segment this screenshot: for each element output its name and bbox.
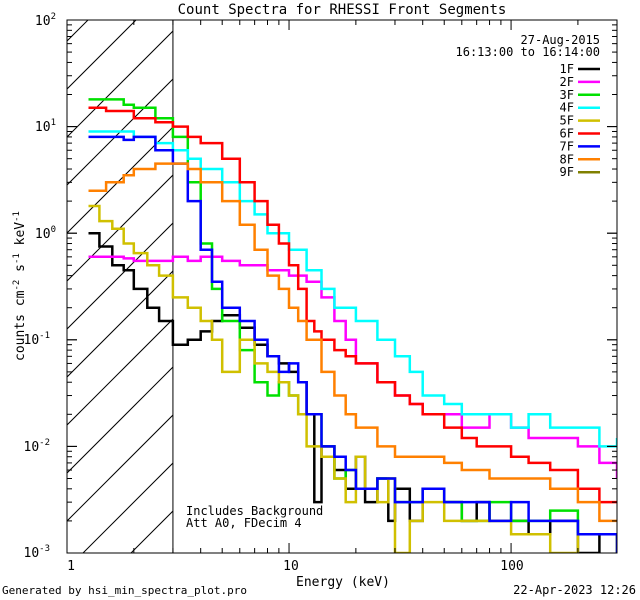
- timestamp-label: 22-Apr-2023 12:26: [513, 583, 636, 597]
- legend-label-1F: 1F: [560, 62, 574, 76]
- series-4F: [88, 130, 617, 448]
- time-range-label: 16:13:00 to 16:14:00: [456, 45, 601, 59]
- hatch-stripe: [67, 222, 173, 330]
- hatch-stripe: [67, 174, 173, 282]
- x-tick-label-10: 10: [283, 559, 299, 574]
- hatch-stripe: [67, 414, 173, 522]
- legend-label-3F: 3F: [560, 88, 574, 102]
- legend-label-9F: 9F: [560, 165, 574, 179]
- legend-label-5F: 5F: [560, 114, 574, 128]
- hatch-stripe: [67, 20, 137, 90]
- legend-label-2F: 2F: [560, 75, 574, 89]
- y-axis-label: counts cm-2 s-1 keV-1: [12, 211, 28, 361]
- annotation-attenuator: Att A0, FDecim 4: [186, 516, 302, 530]
- series-8F: [88, 162, 617, 523]
- hatch-stripe: [67, 366, 173, 474]
- hatch-stripe: [67, 30, 173, 138]
- series-5F: [88, 204, 617, 553]
- legend-label-8F: 8F: [560, 152, 574, 166]
- x-tick-label-100: 100: [500, 559, 523, 574]
- legend-label-4F: 4F: [560, 101, 574, 115]
- hatched-region: [67, 20, 173, 553]
- annotation-background: Includes Background: [186, 504, 323, 518]
- x-tick-label-1: 1: [67, 559, 75, 574]
- generated-by-label: Generated by hsi_min_spectra_plot.pro: [2, 584, 247, 597]
- hatch-stripe: [67, 270, 173, 378]
- date-label: 27-Aug-2015: [521, 33, 600, 47]
- chart-title: Count Spectra for RHESSI Front Segments: [178, 2, 507, 18]
- x-axis-label: Energy (keV): [296, 575, 390, 590]
- legend-label-7F: 7F: [560, 139, 574, 153]
- legend-label-6F: 6F: [560, 127, 574, 141]
- hatch-stripe: [67, 78, 173, 186]
- plot-frame: [66, 19, 618, 554]
